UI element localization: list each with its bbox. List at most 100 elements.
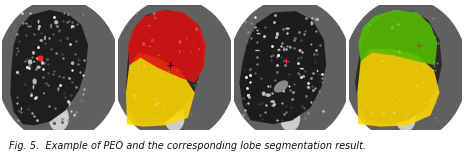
Ellipse shape	[371, 82, 373, 83]
Ellipse shape	[159, 73, 160, 76]
Ellipse shape	[143, 84, 144, 85]
Ellipse shape	[156, 121, 157, 123]
Ellipse shape	[262, 91, 265, 96]
Ellipse shape	[277, 56, 278, 59]
Ellipse shape	[396, 104, 416, 132]
Ellipse shape	[398, 50, 401, 53]
Ellipse shape	[33, 79, 37, 84]
Ellipse shape	[145, 71, 147, 72]
Ellipse shape	[49, 104, 69, 132]
Ellipse shape	[283, 47, 285, 52]
Ellipse shape	[148, 46, 151, 47]
Ellipse shape	[317, 70, 319, 72]
Ellipse shape	[21, 107, 22, 111]
Ellipse shape	[37, 20, 39, 24]
Ellipse shape	[285, 27, 290, 30]
Ellipse shape	[426, 90, 428, 93]
Polygon shape	[128, 10, 206, 83]
Ellipse shape	[394, 49, 395, 51]
Ellipse shape	[423, 102, 426, 104]
Ellipse shape	[273, 104, 275, 107]
Ellipse shape	[274, 80, 288, 93]
Ellipse shape	[164, 104, 184, 132]
Ellipse shape	[404, 73, 407, 74]
Ellipse shape	[394, 111, 396, 114]
Ellipse shape	[371, 113, 373, 115]
Ellipse shape	[186, 37, 187, 40]
Ellipse shape	[44, 36, 46, 40]
Ellipse shape	[198, 48, 200, 50]
Ellipse shape	[154, 17, 156, 19]
Ellipse shape	[71, 61, 74, 65]
Ellipse shape	[179, 50, 181, 53]
Ellipse shape	[33, 61, 36, 62]
Ellipse shape	[310, 44, 312, 45]
Ellipse shape	[130, 68, 133, 69]
Ellipse shape	[392, 99, 394, 101]
Ellipse shape	[153, 12, 156, 15]
Ellipse shape	[73, 114, 76, 117]
Ellipse shape	[378, 75, 379, 76]
Ellipse shape	[36, 66, 41, 69]
Polygon shape	[239, 11, 326, 124]
Ellipse shape	[28, 59, 32, 65]
Ellipse shape	[71, 27, 73, 29]
Ellipse shape	[369, 24, 371, 25]
Ellipse shape	[177, 69, 178, 71]
Ellipse shape	[254, 27, 257, 29]
Ellipse shape	[277, 49, 281, 51]
Ellipse shape	[196, 81, 199, 82]
Ellipse shape	[138, 66, 139, 70]
Ellipse shape	[179, 40, 182, 44]
Polygon shape	[357, 49, 439, 127]
Ellipse shape	[397, 23, 400, 26]
Ellipse shape	[428, 79, 429, 81]
Ellipse shape	[154, 99, 155, 100]
Ellipse shape	[366, 89, 367, 91]
Ellipse shape	[37, 27, 40, 30]
Ellipse shape	[415, 84, 417, 88]
Ellipse shape	[418, 116, 420, 118]
Ellipse shape	[157, 55, 160, 56]
Polygon shape	[355, 11, 442, 124]
Ellipse shape	[381, 60, 384, 62]
Ellipse shape	[143, 64, 146, 68]
Ellipse shape	[283, 89, 285, 93]
Ellipse shape	[255, 50, 260, 51]
Ellipse shape	[315, 18, 319, 21]
Ellipse shape	[369, 36, 371, 37]
Ellipse shape	[393, 111, 395, 115]
Ellipse shape	[310, 21, 313, 25]
Ellipse shape	[133, 81, 134, 82]
Ellipse shape	[416, 69, 418, 72]
Text: Fig. 5.  Example of PEO and the corresponding lobe segmentation result.: Fig. 5. Example of PEO and the correspon…	[9, 141, 366, 151]
Ellipse shape	[256, 33, 261, 34]
Ellipse shape	[270, 100, 275, 103]
Ellipse shape	[50, 23, 52, 28]
Ellipse shape	[133, 94, 136, 97]
Ellipse shape	[142, 42, 146, 46]
Ellipse shape	[58, 87, 59, 91]
Ellipse shape	[265, 93, 271, 97]
Ellipse shape	[112, 0, 237, 142]
Ellipse shape	[412, 93, 414, 96]
Ellipse shape	[147, 25, 151, 26]
Polygon shape	[10, 10, 88, 125]
Ellipse shape	[167, 71, 169, 72]
Ellipse shape	[435, 117, 437, 119]
Ellipse shape	[54, 20, 58, 24]
Ellipse shape	[383, 112, 385, 115]
Ellipse shape	[163, 108, 165, 110]
Ellipse shape	[43, 92, 45, 94]
Polygon shape	[358, 10, 438, 65]
Ellipse shape	[69, 101, 71, 106]
Ellipse shape	[344, 0, 468, 142]
Ellipse shape	[392, 28, 394, 29]
Ellipse shape	[143, 113, 145, 115]
Polygon shape	[126, 53, 195, 127]
Ellipse shape	[228, 0, 352, 142]
Ellipse shape	[155, 103, 158, 106]
Ellipse shape	[248, 95, 250, 96]
Ellipse shape	[157, 102, 160, 104]
Ellipse shape	[299, 49, 301, 52]
